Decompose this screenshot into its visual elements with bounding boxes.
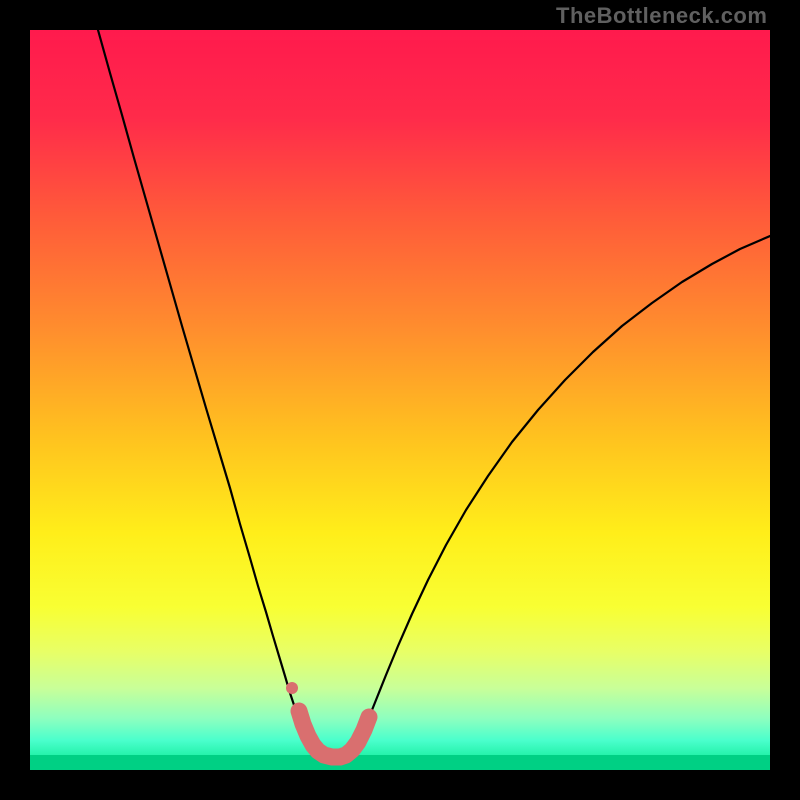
chart-container: TheBottleneck.com — [0, 0, 800, 800]
plot-area — [30, 30, 770, 770]
watermark-text: TheBottleneck.com — [556, 3, 767, 29]
chart-svg — [30, 30, 770, 770]
